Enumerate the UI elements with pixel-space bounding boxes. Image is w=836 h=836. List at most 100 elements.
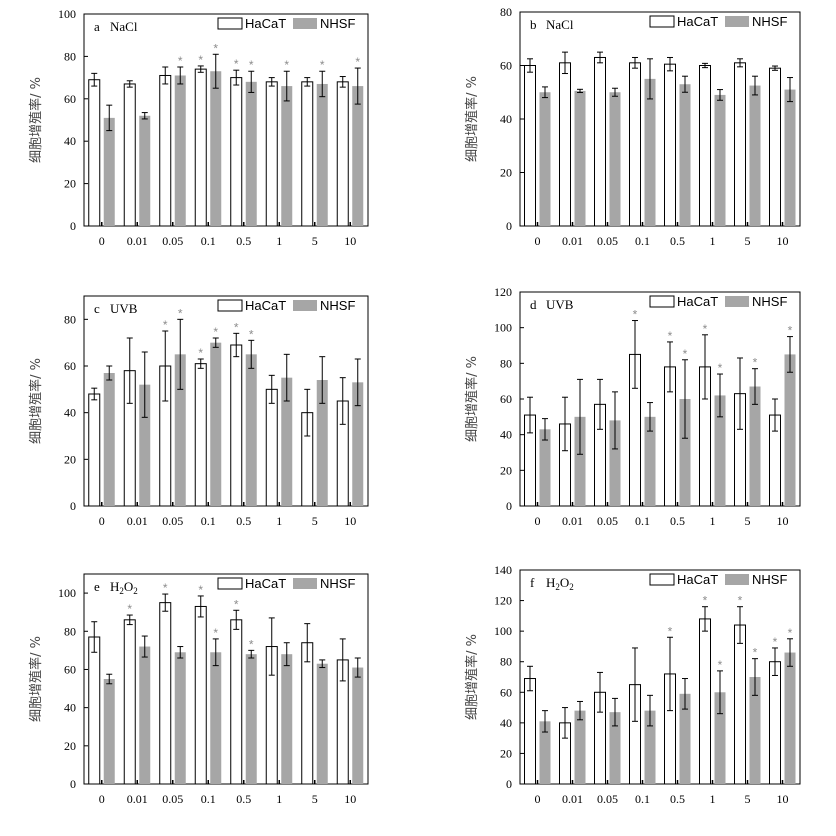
y-tick-label: 80 [500,655,512,669]
y-tick-label: 0 [70,499,76,513]
x-tick-label: 1 [710,792,716,806]
x-tick-label: 0.5 [670,792,685,806]
bar-nhsf [174,652,186,784]
x-tick-label: 1 [710,514,716,528]
bar-nhsf [174,75,186,226]
x-tick-label: 0.01 [562,234,583,248]
legend-swatch-nhsf [293,18,317,29]
significance-star: * [178,306,183,320]
y-tick-label: 0 [506,219,512,233]
bar-hacat [88,393,101,507]
significance-star: * [163,581,168,595]
legend-swatch-nhsf [725,574,749,585]
x-tick-label: 0.01 [562,514,583,528]
bar-nhsf [714,94,726,226]
bar-nhsf [784,652,796,784]
bar-hacat [159,74,172,227]
y-axis-label: 细胞增殖率/ % [28,77,44,163]
bar-nhsf [210,652,222,784]
bar-nhsf [174,354,186,506]
bar-nhsf [316,83,328,227]
bar-hacat [734,624,746,785]
x-tick-label: 0.01 [127,792,148,806]
bar-nhsf [609,92,621,226]
significance-star: * [249,327,254,341]
panel-title: NaCl [546,17,574,32]
legend-swatch-hacat [217,577,243,590]
y-tick-label: 120 [494,594,512,608]
panel-title: NaCl [110,19,138,34]
x-tick-label: 1 [276,234,282,248]
x-tick-label: 5 [312,234,318,248]
legend-swatch-nhsf [293,578,317,589]
bar-nhsf [539,721,551,784]
bar-hacat [336,81,349,227]
bar-nhsf [245,654,257,784]
plot-frame [519,569,801,785]
y-tick-label: 20 [500,746,512,760]
bar-hacat [194,605,207,785]
legend-swatch-nhsf [725,16,749,27]
bar-nhsf [103,679,115,784]
significance-star: * [198,53,203,67]
x-tick-label: 10 [344,514,356,528]
significance-star: * [127,602,132,616]
x-tick-label: 0.05 [162,514,183,528]
significance-star: * [213,325,218,339]
bar-nhsf [281,377,293,506]
significance-star: * [163,318,168,332]
bar-nhsf [714,692,726,784]
significance-star: * [753,356,758,370]
y-tick-label: 40 [500,112,512,126]
significance-star: * [213,626,218,640]
bar-hacat [664,63,676,227]
legend-label: NHSF [752,294,787,309]
x-tick-label: 0 [99,514,105,528]
y-axis-label: 细胞增殖率/ % [28,358,44,444]
significance-star: * [788,324,793,338]
y-tick-label: 40 [64,701,76,715]
bar-nhsf [574,710,586,784]
bar-nhsf [784,89,796,226]
legend-label: HaCaT [245,576,286,591]
legend-label: HaCaT [677,14,718,29]
x-tick-label: 0 [99,792,105,806]
bar-hacat [88,79,101,227]
x-tick-label: 1 [710,234,716,248]
legend-label: NHSF [320,16,355,31]
bar-hacat [230,344,243,507]
bar-hacat [699,618,711,785]
y-axis-label: 细胞增殖率/ % [28,636,44,722]
plot-frame [83,295,369,507]
y-tick-label: 20 [500,166,512,180]
y-tick-label: 100 [58,7,76,21]
y-tick-label: 100 [58,586,76,600]
legend-label: HaCaT [245,16,286,31]
significance-star: * [633,308,638,322]
x-tick-label: 1 [276,514,282,528]
x-tick-label: 10 [344,234,356,248]
panel-letter: e [94,579,100,594]
y-tick-label: 60 [64,92,76,106]
legend-label: HaCaT [677,294,718,309]
y-tick-label: 80 [500,5,512,19]
legend-swatch-hacat [217,299,243,312]
x-tick-label: 10 [777,792,789,806]
x-tick-label: 0.5 [236,792,251,806]
y-tick-label: 20 [64,452,76,466]
bar-nhsf [609,712,621,784]
x-tick-label: 5 [745,514,751,528]
y-tick-label: 60 [64,359,76,373]
x-tick-label: 10 [344,792,356,806]
y-tick-label: 0 [70,219,76,233]
panel-letter: a [94,19,100,34]
y-tick-label: 60 [500,59,512,73]
y-axis-label: 细胞增殖率/ % [464,356,480,442]
legend-swatch-hacat [649,573,675,586]
bar-hacat [524,678,536,785]
legend-swatch-hacat [217,17,243,30]
significance-star: * [788,626,793,640]
x-tick-label: 0.5 [236,514,251,528]
bar-nhsf [784,354,796,506]
bar-nhsf [139,646,151,784]
